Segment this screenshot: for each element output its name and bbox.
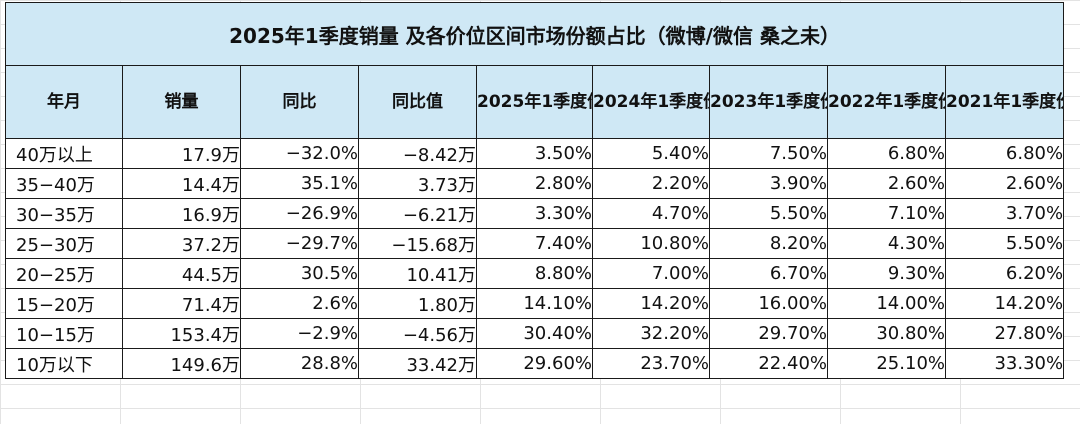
table-cell[interactable]: 23.70% xyxy=(592,348,710,379)
header-cell-yoy[interactable]: 同比 xyxy=(240,65,359,139)
table-cell[interactable]: 14.10% xyxy=(476,288,593,319)
header-cell-share-2022[interactable]: 2022年1季度份额 xyxy=(827,65,946,139)
table-cell[interactable]: 3.30% xyxy=(476,198,593,229)
table-cell[interactable]: 14.4万 xyxy=(122,168,241,199)
table-cell[interactable]: 1.80万 xyxy=(358,288,477,319)
table-row: 30−35万 16.9万 −26.9% −6.21万 3.30% 4.70% 5.50% 7.… xyxy=(5,198,1065,229)
table-cell[interactable]: 32.20% xyxy=(592,318,710,349)
table-cell[interactable]: 28.8% xyxy=(240,348,359,379)
table-cell[interactable]: −32.0% xyxy=(240,138,359,169)
table-row: 15−20万 71.4万 2.6% 1.80万 14.10% 14.20% 16.00% 14… xyxy=(5,288,1065,319)
row-label-cell[interactable]: 10万以下 xyxy=(5,348,123,379)
table-cell[interactable]: 8.20% xyxy=(709,228,828,259)
table-cell[interactable]: 4.70% xyxy=(592,198,710,229)
header-cell-share-2024[interactable]: 2024年1季度份额 xyxy=(592,65,710,139)
table-row: 35−40万 14.4万 35.1% 3.73万 2.80% 2.20% 3.90% 2.60… xyxy=(5,168,1065,199)
table-cell[interactable]: 17.9万 xyxy=(122,138,241,169)
table-cell[interactable]: 16.9万 xyxy=(122,198,241,229)
table-cell[interactable]: 10.80% xyxy=(592,228,710,259)
table-cell[interactable]: 44.5万 xyxy=(122,258,241,289)
table-cell[interactable]: 8.80% xyxy=(476,258,593,289)
table-cell[interactable]: 16.00% xyxy=(709,288,828,319)
row-label-cell[interactable]: 30−35万 xyxy=(5,198,123,229)
table-row: 25−30万 37.2万 −29.7% −15.68万 7.40% 10.80% 8.20%… xyxy=(5,228,1065,259)
table-cell[interactable]: 10.41万 xyxy=(358,258,477,289)
table-cell[interactable]: 153.4万 xyxy=(122,318,241,349)
table-cell[interactable]: 2.20% xyxy=(592,168,710,199)
header-cell-share-2023[interactable]: 2023年1季度份额 xyxy=(709,65,828,139)
table-cell[interactable]: 14.20% xyxy=(944,288,1065,319)
table-cell[interactable]: 7.10% xyxy=(827,198,946,229)
table-cell[interactable]: 30.40% xyxy=(476,318,593,349)
table-cell[interactable]: 7.00% xyxy=(592,258,710,289)
table-cell[interactable]: 2.60% xyxy=(944,168,1065,199)
table-cell[interactable]: −6.21万 xyxy=(358,198,477,229)
header-cell-yoy-value[interactable]: 同比值 xyxy=(358,65,477,139)
table-cell[interactable]: 29.60% xyxy=(476,348,593,379)
table-cell[interactable]: 3.90% xyxy=(709,168,828,199)
table-cell[interactable]: 5.50% xyxy=(709,198,828,229)
table-cell[interactable]: 6.70% xyxy=(709,258,828,289)
table-cell[interactable]: 27.80% xyxy=(944,318,1065,349)
table-cell[interactable]: −15.68万 xyxy=(358,228,477,259)
table-cell[interactable]: −29.7% xyxy=(240,228,359,259)
table-title[interactable]: 2025年1季度销量 及各价位区间市场份额占比（微博/微信 桑之未） xyxy=(4,2,1065,66)
table-cell[interactable]: −26.9% xyxy=(240,198,359,229)
table-cell[interactable]: 5.40% xyxy=(592,138,710,169)
table-cell[interactable]: 33.30% xyxy=(944,348,1065,379)
row-label-cell[interactable]: 40万以上 xyxy=(5,138,123,169)
table-cell[interactable]: 3.73万 xyxy=(358,168,477,199)
table-cell[interactable]: 30.80% xyxy=(827,318,946,349)
sales-table: 2025年1季度销量 及各价位区间市场份额占比（微博/微信 桑之未） 年月 销量… xyxy=(4,2,1065,379)
row-label-cell[interactable]: 10−15万 xyxy=(5,318,123,349)
table-cell[interactable]: 149.6万 xyxy=(122,348,241,379)
table-row: 10万以下 149.6万 28.8% 33.42万 29.60% 23.70% 22.40%… xyxy=(5,348,1065,379)
table-cell[interactable]: 30.5% xyxy=(240,258,359,289)
header-cell-month[interactable]: 年月 xyxy=(5,65,123,139)
table-cell[interactable]: 7.50% xyxy=(709,138,828,169)
table-cell[interactable]: 6.80% xyxy=(827,138,946,169)
table-cell[interactable]: 2.60% xyxy=(827,168,946,199)
table-cell[interactable]: 2.80% xyxy=(476,168,593,199)
row-label-cell[interactable]: 25−30万 xyxy=(5,228,123,259)
table-cell[interactable]: 9.30% xyxy=(827,258,946,289)
row-label-cell[interactable]: 15−20万 xyxy=(5,288,123,319)
table-cell[interactable]: 2.6% xyxy=(240,288,359,319)
table-row: 20−25万 44.5万 30.5% 10.41万 8.80% 7.00% 6.70% 9.3… xyxy=(5,258,1065,289)
table-cell[interactable]: 29.70% xyxy=(709,318,828,349)
table-cell[interactable]: 3.50% xyxy=(476,138,593,169)
table-cell[interactable]: −8.42万 xyxy=(358,138,477,169)
table-row: 40万以上 17.9万 −32.0% −8.42万 3.50% 5.40% 7.50% 6.8… xyxy=(5,138,1065,169)
table-cell[interactable]: 7.40% xyxy=(476,228,593,259)
table-cell[interactable]: 6.80% xyxy=(944,138,1065,169)
table-cell[interactable]: −2.9% xyxy=(240,318,359,349)
table-cell[interactable]: 71.4万 xyxy=(122,288,241,319)
header-cell-share-2025[interactable]: 2025年1季度份额 xyxy=(476,65,593,139)
table-cell[interactable]: 3.70% xyxy=(944,198,1065,229)
row-label-cell[interactable]: 35−40万 xyxy=(5,168,123,199)
table-cell[interactable]: 35.1% xyxy=(240,168,359,199)
table-cell[interactable]: 22.40% xyxy=(709,348,828,379)
table-cell[interactable]: 14.00% xyxy=(827,288,946,319)
table-body: 40万以上 17.9万 −32.0% −8.42万 3.50% 5.40% 7.50% 6.8… xyxy=(5,138,1065,379)
table-row: 10−15万 153.4万 −2.9% −4.56万 30.40% 32.20% 29.70… xyxy=(5,318,1065,349)
row-label-cell[interactable]: 20−25万 xyxy=(5,258,123,289)
table-cell[interactable]: 6.20% xyxy=(944,258,1065,289)
header-row: 年月 销量 同比 同比值 2025年1季度份额 2024年1季度份额 2023年… xyxy=(5,65,1065,139)
table-cell[interactable]: −4.56万 xyxy=(358,318,477,349)
table-cell[interactable]: 37.2万 xyxy=(122,228,241,259)
table-cell[interactable]: 33.42万 xyxy=(358,348,477,379)
table-cell[interactable]: 4.30% xyxy=(827,228,946,259)
header-cell-sales[interactable]: 销量 xyxy=(122,65,241,139)
header-cell-share-2021[interactable]: 2021年1季度份额 xyxy=(944,65,1065,139)
table-cell[interactable]: 25.10% xyxy=(827,348,946,379)
table-cell[interactable]: 5.50% xyxy=(944,228,1065,259)
table-cell[interactable]: 14.20% xyxy=(592,288,710,319)
